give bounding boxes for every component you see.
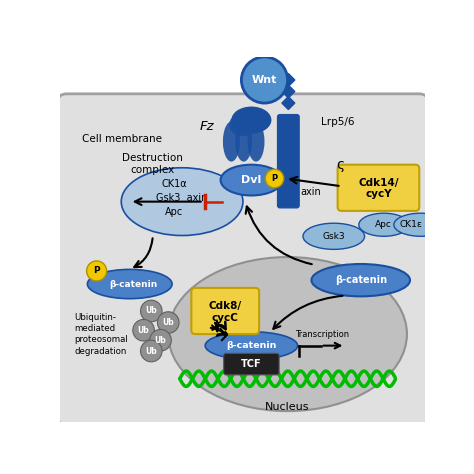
Ellipse shape (247, 121, 264, 162)
Text: Ub: Ub (155, 336, 166, 345)
FancyBboxPatch shape (57, 94, 428, 425)
Text: Apc: Apc (165, 207, 183, 217)
Ellipse shape (231, 107, 272, 134)
Text: Ub: Ub (146, 307, 157, 316)
Circle shape (133, 319, 155, 341)
Text: Gsk3: Gsk3 (322, 232, 345, 241)
Text: Cell membrane: Cell membrane (82, 134, 162, 144)
Text: ς: ς (336, 158, 344, 172)
Circle shape (265, 169, 284, 188)
Ellipse shape (121, 168, 243, 236)
Ellipse shape (311, 264, 410, 296)
FancyBboxPatch shape (191, 288, 259, 334)
Ellipse shape (303, 223, 365, 249)
Text: TCF: TCF (241, 359, 262, 369)
Circle shape (140, 340, 162, 362)
Circle shape (87, 261, 107, 281)
Text: Ub: Ub (138, 326, 149, 335)
Text: Ub: Ub (146, 346, 157, 356)
Text: CK1α: CK1α (162, 179, 187, 189)
Text: Destruction
complex: Destruction complex (122, 153, 183, 175)
Text: Dvl: Dvl (241, 175, 262, 185)
Text: CK1ε: CK1ε (400, 220, 422, 229)
Text: P: P (93, 266, 100, 275)
Text: Fz: Fz (200, 119, 214, 133)
Ellipse shape (220, 164, 282, 195)
Text: Gsk3  axin: Gsk3 axin (156, 193, 208, 203)
Text: Apc: Apc (375, 220, 392, 229)
Text: Ubiquitin-
mediated
proteosomal
degradation: Ubiquitin- mediated proteosomal degradat… (74, 312, 128, 356)
Text: β-catenin: β-catenin (335, 275, 387, 285)
Ellipse shape (168, 257, 407, 411)
Ellipse shape (223, 121, 240, 162)
Circle shape (150, 329, 171, 351)
Text: Lrp5/6: Lrp5/6 (321, 118, 354, 128)
Ellipse shape (359, 213, 409, 237)
Ellipse shape (229, 113, 258, 136)
Polygon shape (282, 85, 295, 98)
FancyBboxPatch shape (337, 164, 419, 211)
Polygon shape (282, 97, 295, 109)
Text: Nucleus: Nucleus (265, 402, 310, 412)
Circle shape (241, 57, 288, 103)
Text: axin: axin (301, 187, 321, 197)
Text: Transcription: Transcription (295, 330, 349, 339)
Circle shape (140, 300, 162, 322)
Text: β-catenin: β-catenin (226, 341, 277, 350)
Ellipse shape (87, 269, 172, 299)
FancyBboxPatch shape (278, 115, 299, 208)
Ellipse shape (205, 332, 298, 359)
Circle shape (157, 312, 179, 333)
Polygon shape (282, 73, 295, 86)
Text: β-catenin: β-catenin (109, 280, 158, 289)
Text: Cdk14/
cycY: Cdk14/ cycY (358, 178, 399, 200)
FancyBboxPatch shape (224, 353, 279, 375)
Text: Cdk8/
cycC: Cdk8/ cycC (209, 301, 242, 322)
Text: Wnt: Wnt (252, 75, 277, 85)
Text: Ub: Ub (163, 318, 174, 327)
Text: P: P (272, 174, 278, 183)
Ellipse shape (235, 121, 252, 162)
Ellipse shape (394, 213, 448, 237)
